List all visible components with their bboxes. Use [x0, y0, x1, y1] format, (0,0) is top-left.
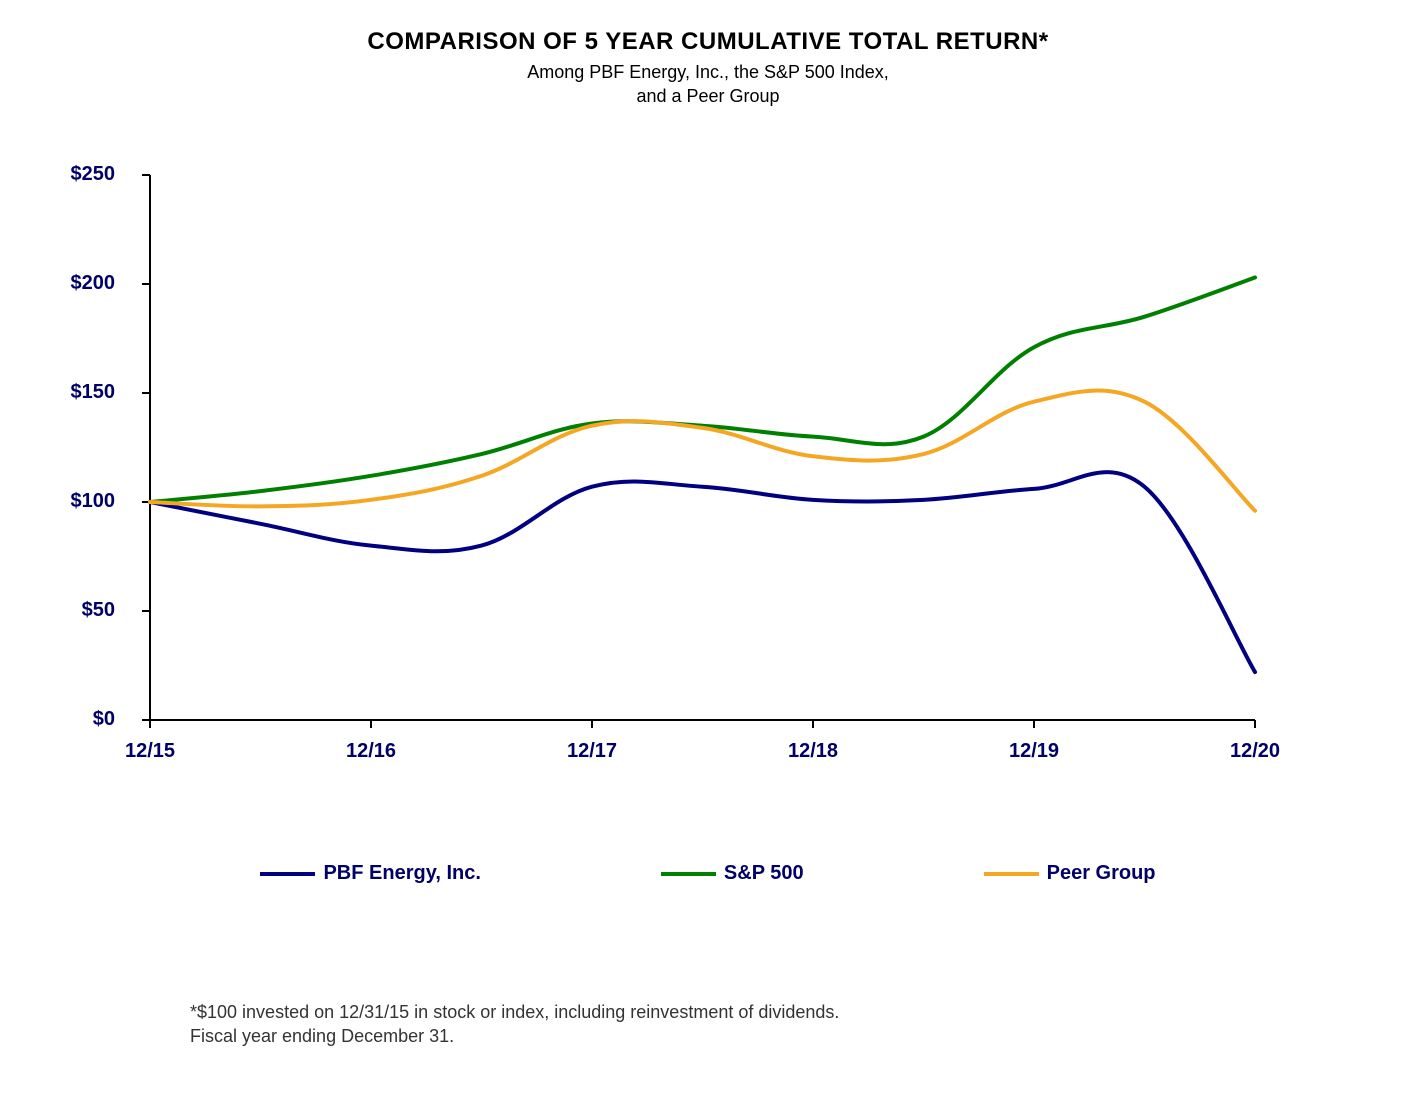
footnote-line-2: Fiscal year ending December 31.: [190, 1026, 454, 1047]
y-axis-tick-label: $100: [35, 490, 115, 513]
x-axis-tick-label: 12/16: [346, 740, 396, 763]
chart-svg: [130, 170, 1260, 730]
chart-subtitle-line-1: Among PBF Energy, Inc., the S&P 500 Inde…: [0, 62, 1416, 83]
legend-item: PBF Energy, Inc.: [260, 862, 480, 885]
legend-item: Peer Group: [984, 862, 1156, 885]
legend-label: Peer Group: [1047, 862, 1156, 885]
y-axis-tick-label: $50: [35, 599, 115, 622]
x-axis-tick-label: 12/19: [1009, 740, 1059, 763]
plot-area: [130, 170, 1260, 730]
x-axis-tick-label: 12/20: [1230, 740, 1280, 763]
x-axis-tick-label: 12/15: [125, 740, 175, 763]
chart-subtitle-line-2: and a Peer Group: [0, 86, 1416, 107]
footnote-line-1: *$100 invested on 12/31/15 in stock or i…: [190, 1002, 839, 1023]
legend-swatch: [661, 872, 716, 876]
y-axis-tick-label: $200: [35, 272, 115, 295]
chart-title: COMPARISON OF 5 YEAR CUMULATIVE TOTAL RE…: [0, 28, 1416, 56]
legend-label: PBF Energy, Inc.: [323, 862, 480, 885]
series-line: [150, 391, 1255, 511]
legend-swatch: [984, 872, 1039, 876]
legend-item: S&P 500: [661, 862, 804, 885]
legend-label: S&P 500: [724, 862, 804, 885]
legend: PBF Energy, Inc. S&P 500 Peer Group: [0, 862, 1416, 885]
x-axis-tick-label: 12/18: [788, 740, 838, 763]
legend-swatch: [260, 872, 315, 876]
series-line: [150, 472, 1255, 672]
y-axis-tick-label: $250: [35, 163, 115, 186]
y-axis-tick-label: $150: [35, 381, 115, 404]
x-axis-tick-label: 12/17: [567, 740, 617, 763]
y-axis-tick-label: $0: [35, 708, 115, 731]
chart-container: COMPARISON OF 5 YEAR CUMULATIVE TOTAL RE…: [0, 0, 1416, 1112]
